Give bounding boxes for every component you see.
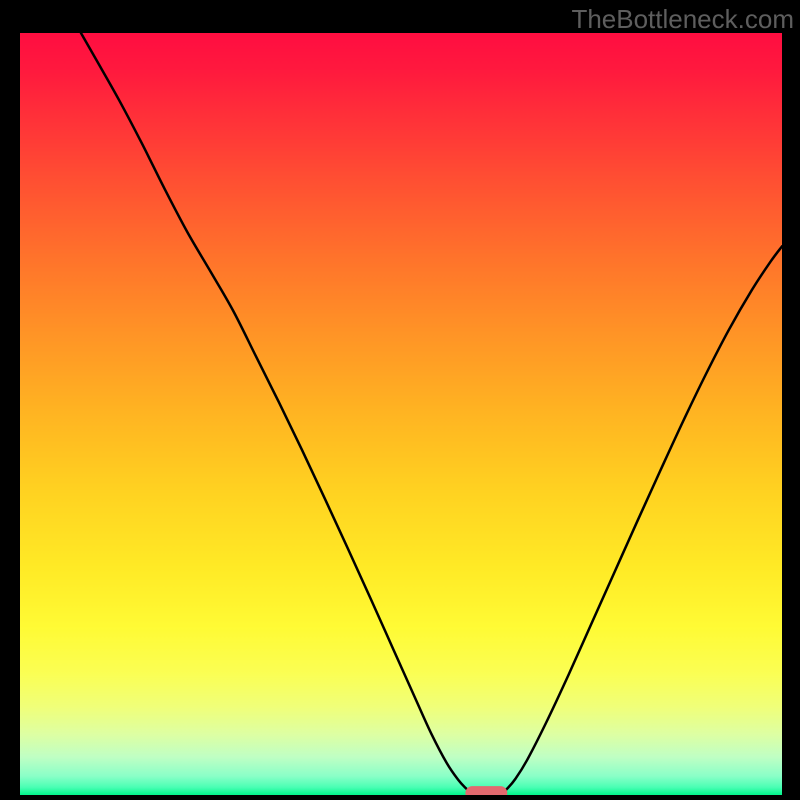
chart-container: TheBottleneck.com — [0, 0, 800, 800]
plot-area — [20, 33, 782, 795]
watermark-text: TheBottleneck.com — [571, 4, 794, 35]
bottleneck-curve — [20, 33, 782, 795]
